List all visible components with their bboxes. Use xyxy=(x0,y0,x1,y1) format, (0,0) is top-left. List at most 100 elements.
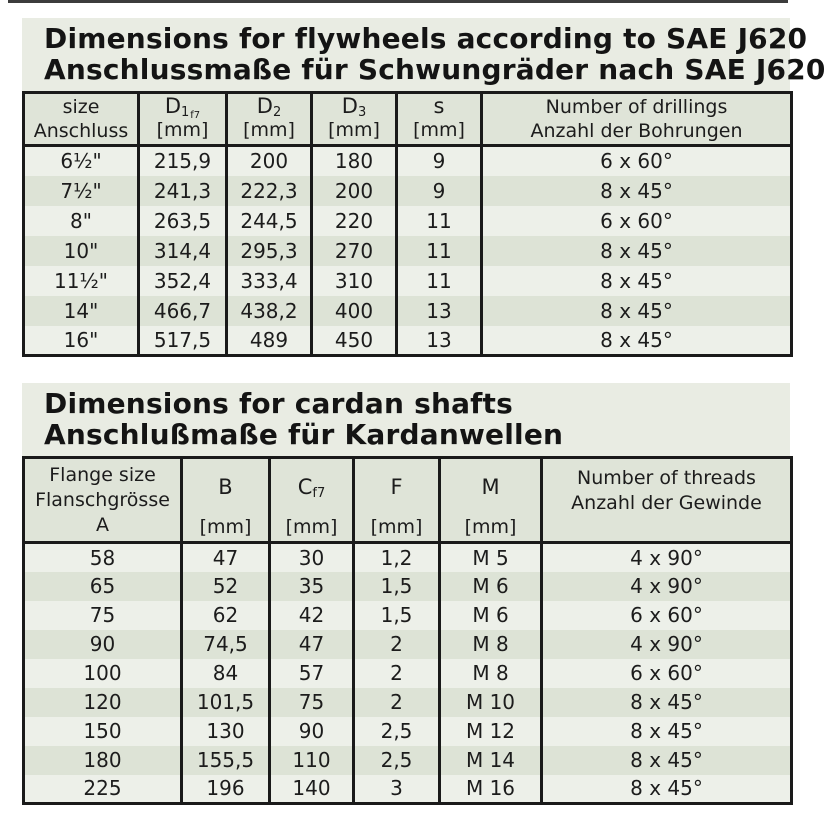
table-cell: 42 xyxy=(268,600,354,630)
table-cell: 2 xyxy=(352,687,440,717)
header-flange-a: A xyxy=(96,513,109,536)
table-cell: 4 x 90° xyxy=(540,542,792,572)
symbol-d2: D xyxy=(256,94,273,118)
flywheel-section: Dimensions for flywheels according to SA… xyxy=(22,18,826,357)
table-cell: 2 xyxy=(352,629,440,659)
subscript-1: 1 xyxy=(181,104,190,120)
table-cell: 75 xyxy=(89,603,116,627)
table-row: 8" 263,5 244,5 220 11 6 x 60° xyxy=(23,205,792,236)
header-drillings-de: Anzahl der Bohrungen xyxy=(530,120,743,142)
cardan-title-en: Dimensions for cardan shafts xyxy=(44,387,514,420)
table-cell: 1,5 xyxy=(352,571,440,601)
subscript-f7: f7 xyxy=(312,485,326,501)
table-cell: 130 xyxy=(180,716,270,746)
table-cell: 120 xyxy=(83,690,122,714)
table-cell: 11 xyxy=(395,265,482,296)
table-cell: 1,5 xyxy=(352,600,440,630)
col-header-size: size Anschluss xyxy=(23,92,139,147)
table-cell: 84 xyxy=(180,658,270,688)
table-cell: 466,7 xyxy=(137,295,227,326)
table-cell: 47 xyxy=(268,629,354,659)
table-cell: 9 xyxy=(395,145,482,176)
table-cell: 180 xyxy=(83,748,122,772)
table-cell: 6 x 60° xyxy=(540,600,792,630)
table-cell: 90 xyxy=(268,716,354,746)
table-cell: 438,2 xyxy=(225,295,312,326)
table-cell: 155,5 xyxy=(180,745,270,775)
table-cell: 13 xyxy=(395,325,482,356)
table-cell: 295,3 xyxy=(225,235,312,266)
header-flange-en: Flange size xyxy=(49,463,156,486)
table-cell: 11 xyxy=(395,235,482,266)
table-cell: M 6 xyxy=(438,571,542,601)
table-cell: 8 x 45° xyxy=(480,325,792,356)
table-cell: 8 x 45° xyxy=(480,235,792,266)
flywheel-title-de: Anschlussmaße für Schwungräder nach SAE … xyxy=(44,53,826,86)
table-cell: 11½" xyxy=(53,268,109,293)
cardan-table-header: Flange size Flanschgrösse A B [mm] xyxy=(23,457,792,544)
table-row: 14" 466,7 438,2 400 13 8 x 45° xyxy=(23,295,792,326)
table-cell: M 10 xyxy=(438,687,542,717)
unit-mm: [mm] xyxy=(285,516,338,538)
table-cell: 196 xyxy=(180,774,270,804)
table-cell: 310 xyxy=(310,265,397,296)
table-cell: 2,5 xyxy=(352,745,440,775)
table-row: 6½" 215,9 200 180 9 6 x 60° xyxy=(23,145,792,176)
table-cell: 110 xyxy=(268,745,354,775)
flywheel-table-header: size Anschluss D 1 f7 [mm] xyxy=(23,92,792,147)
subscript-f7: f7 xyxy=(190,109,201,121)
table-cell: 270 xyxy=(310,235,397,266)
table-row: 10" 314,4 295,3 270 11 8 x 45° xyxy=(23,235,792,266)
cardan-title-block: Dimensions for cardan shafts Anschlußmaß… xyxy=(22,383,790,456)
table-row: 180 155,5 110 2,5 M 14 8 x 45° xyxy=(23,745,792,775)
symbol-c: C xyxy=(297,475,313,499)
symbol-f: F xyxy=(390,475,403,499)
table-cell: 62 xyxy=(180,600,270,630)
header-drillings-en: Number of drillings xyxy=(545,96,728,118)
header-threads-de: Anzahl der Gewinde xyxy=(571,492,762,514)
symbol-b: B xyxy=(218,475,233,499)
col-header-s: s [mm] xyxy=(395,92,482,147)
table-cell: 489 xyxy=(225,325,312,356)
table-cell: M 8 xyxy=(438,629,542,659)
table-cell: 244,5 xyxy=(225,205,312,236)
header-threads-en: Number of threads xyxy=(577,467,756,489)
subscript-3: 3 xyxy=(357,104,367,120)
table-cell: 35 xyxy=(268,571,354,601)
header-size-de: Anschluss xyxy=(33,120,129,142)
table-row: 120 101,5 75 2 M 10 8 x 45° xyxy=(23,687,792,717)
table-cell: 9 xyxy=(395,175,482,206)
unit-mm: [mm] xyxy=(199,516,252,538)
unit-mm: [mm] xyxy=(370,516,423,538)
table-cell: 10" xyxy=(63,238,99,263)
table-cell: 47 xyxy=(180,542,270,572)
header-row: Flange size Flanschgrösse A B [mm] xyxy=(23,457,792,544)
col-header-b: B [mm] xyxy=(180,457,270,544)
table-cell: 2 xyxy=(352,658,440,688)
table-cell: 6 x 60° xyxy=(480,145,792,176)
table-cell: 90 xyxy=(89,632,116,656)
symbol-s: s xyxy=(433,94,445,118)
table-cell: 150 xyxy=(83,719,122,743)
table-cell: 8 x 45° xyxy=(540,687,792,717)
table-row: 16" 517,5 489 450 13 8 x 45° xyxy=(23,325,792,356)
unit-mm: [mm] xyxy=(328,119,380,141)
table-cell: 3 xyxy=(352,774,440,804)
table-cell: 8 x 45° xyxy=(540,716,792,746)
table-cell: 1,2 xyxy=(352,542,440,572)
table-cell: 16" xyxy=(63,327,99,352)
table-row: 150 130 90 2,5 M 12 8 x 45° xyxy=(23,716,792,746)
table-cell: 6½" xyxy=(60,149,102,174)
table-cell: 100 xyxy=(83,661,122,685)
cardan-title-de: Anschlußmaße für Kardanwellen xyxy=(44,418,564,451)
subscript-2: 2 xyxy=(272,104,282,120)
col-header-f: F [mm] xyxy=(352,457,440,544)
table-cell: 57 xyxy=(268,658,354,688)
table-cell: 517,5 xyxy=(137,325,227,356)
header-flange-de: Flanschgrösse xyxy=(35,488,170,511)
table-cell: 30 xyxy=(268,542,354,572)
